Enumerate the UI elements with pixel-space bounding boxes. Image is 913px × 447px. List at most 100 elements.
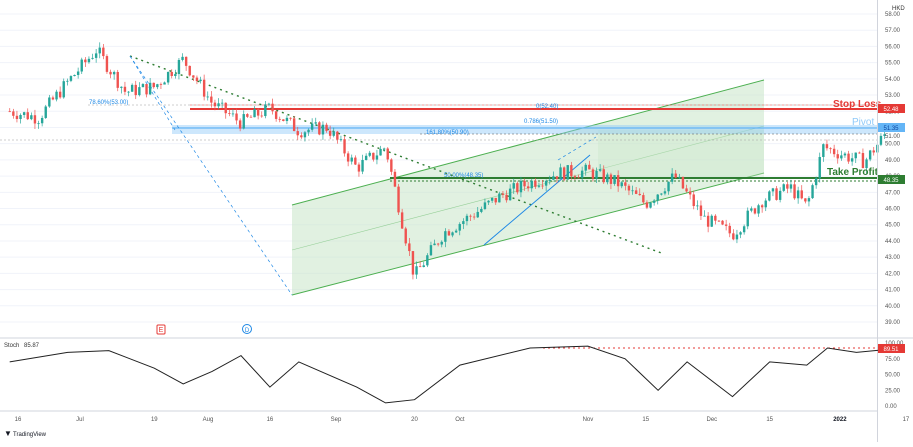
- time-tick-label: Aug: [203, 417, 214, 423]
- candle-body: [199, 79, 202, 82]
- candle-body: [292, 118, 296, 132]
- candle-body: [105, 56, 109, 72]
- candle-body: [609, 174, 613, 184]
- candle-body: [850, 158, 854, 162]
- candle-body: [840, 155, 843, 159]
- candle-body: [829, 148, 832, 150]
- candle-body: [192, 75, 195, 78]
- candle-body: [134, 84, 137, 96]
- candle-body: [541, 185, 544, 187]
- candle-body: [159, 84, 163, 86]
- candle-body: [526, 186, 530, 189]
- candle-body: [213, 102, 217, 107]
- candle-body: [562, 167, 566, 180]
- candle-body: [534, 180, 537, 187]
- candle-body: [760, 205, 764, 208]
- candle-body: [296, 131, 299, 136]
- candle-body: [408, 243, 411, 252]
- candle-body: [242, 114, 245, 129]
- candle-body: [570, 165, 573, 177]
- candle-body: [559, 167, 562, 179]
- stoch-label: Stoch: [4, 343, 19, 349]
- candle-body: [854, 152, 857, 159]
- candle-body: [865, 159, 868, 169]
- candle-body: [127, 91, 130, 93]
- candle-body: [166, 71, 170, 83]
- candle-body: [429, 245, 433, 256]
- stoch-value-label: 85.87: [24, 343, 40, 349]
- dividend-marker[interactable]: D: [242, 324, 252, 335]
- candle-body: [436, 243, 440, 245]
- candle-body: [163, 82, 166, 85]
- pivot-secondary-price: 51.00: [885, 134, 901, 140]
- candle-body: [692, 194, 695, 207]
- candle-body: [469, 215, 472, 217]
- time-tick-label: 19: [151, 417, 158, 423]
- price-tick-label: 41.00: [885, 288, 901, 294]
- candle-body: [768, 191, 771, 201]
- candle-body: [598, 169, 602, 171]
- candle-body: [494, 197, 497, 203]
- earnings-marker[interactable]: E: [156, 324, 166, 335]
- candle-body: [76, 71, 80, 75]
- candle-body: [814, 178, 818, 186]
- stoch-tick-label: 75.00: [885, 357, 901, 363]
- price-tick-label: 43.00: [885, 255, 901, 261]
- candle-body: [415, 266, 418, 275]
- candle-body: [418, 266, 422, 268]
- candle-body: [278, 118, 281, 120]
- pivot-zone: [172, 125, 877, 134]
- candle-body: [714, 215, 717, 221]
- stoch-line: [9, 345, 886, 404]
- candle-body: [789, 184, 793, 189]
- candle-body: [519, 180, 523, 193]
- candle-body: [411, 251, 415, 275]
- candle-body: [148, 82, 152, 95]
- candle-body: [310, 123, 314, 130]
- tradingview-logo-icon: ▼: [4, 429, 12, 438]
- time-axis[interactable]: 16Jul19Aug16Sep20OctNov15Dec15202217FebM…: [15, 417, 913, 423]
- candle-body: [26, 112, 29, 120]
- candle-body: [361, 160, 364, 172]
- time-tick-label: 20: [411, 417, 418, 423]
- candle-body: [811, 185, 814, 199]
- candle-body: [19, 114, 22, 120]
- candle-body: [742, 226, 746, 233]
- candle-body: [170, 71, 173, 77]
- candle-body: [368, 152, 371, 156]
- candle-body: [300, 135, 303, 138]
- candle-body: [386, 148, 389, 160]
- candle-body: [87, 58, 91, 63]
- stoch-tick-label: 25.00: [885, 388, 901, 394]
- candle-body: [606, 174, 609, 183]
- candle-body: [40, 117, 44, 124]
- candle-body: [681, 176, 685, 189]
- channel-upper-line: [291, 79, 765, 206]
- candle-body: [181, 56, 184, 60]
- candle-body: [228, 113, 231, 115]
- tradingview-logo[interactable]: ▼ TradingView: [4, 429, 47, 438]
- candle-body: [397, 186, 400, 213]
- price-tick-label: 40.00: [885, 304, 901, 310]
- candle-body: [55, 91, 58, 100]
- candle-body: [548, 179, 551, 181]
- stoch-tick-label: 50.00: [885, 373, 901, 379]
- candle-body: [588, 164, 591, 170]
- candle-body: [879, 135, 883, 145]
- candle-body: [476, 211, 479, 218]
- candle-body: [116, 71, 119, 88]
- candle-body: [487, 200, 490, 203]
- candle-body: [858, 152, 861, 154]
- candle-body: [354, 157, 357, 165]
- candle-body: [195, 77, 199, 82]
- time-tick-label: 16: [267, 417, 274, 423]
- projection-zone: [598, 130, 764, 178]
- pivot-label: Pivot: [852, 117, 874, 128]
- candle-body: [454, 230, 458, 233]
- candle-body: [620, 182, 623, 187]
- time-tick-label: 15: [766, 417, 773, 423]
- take-profit-price-text: 48.35: [883, 178, 899, 184]
- candle-body: [357, 164, 361, 172]
